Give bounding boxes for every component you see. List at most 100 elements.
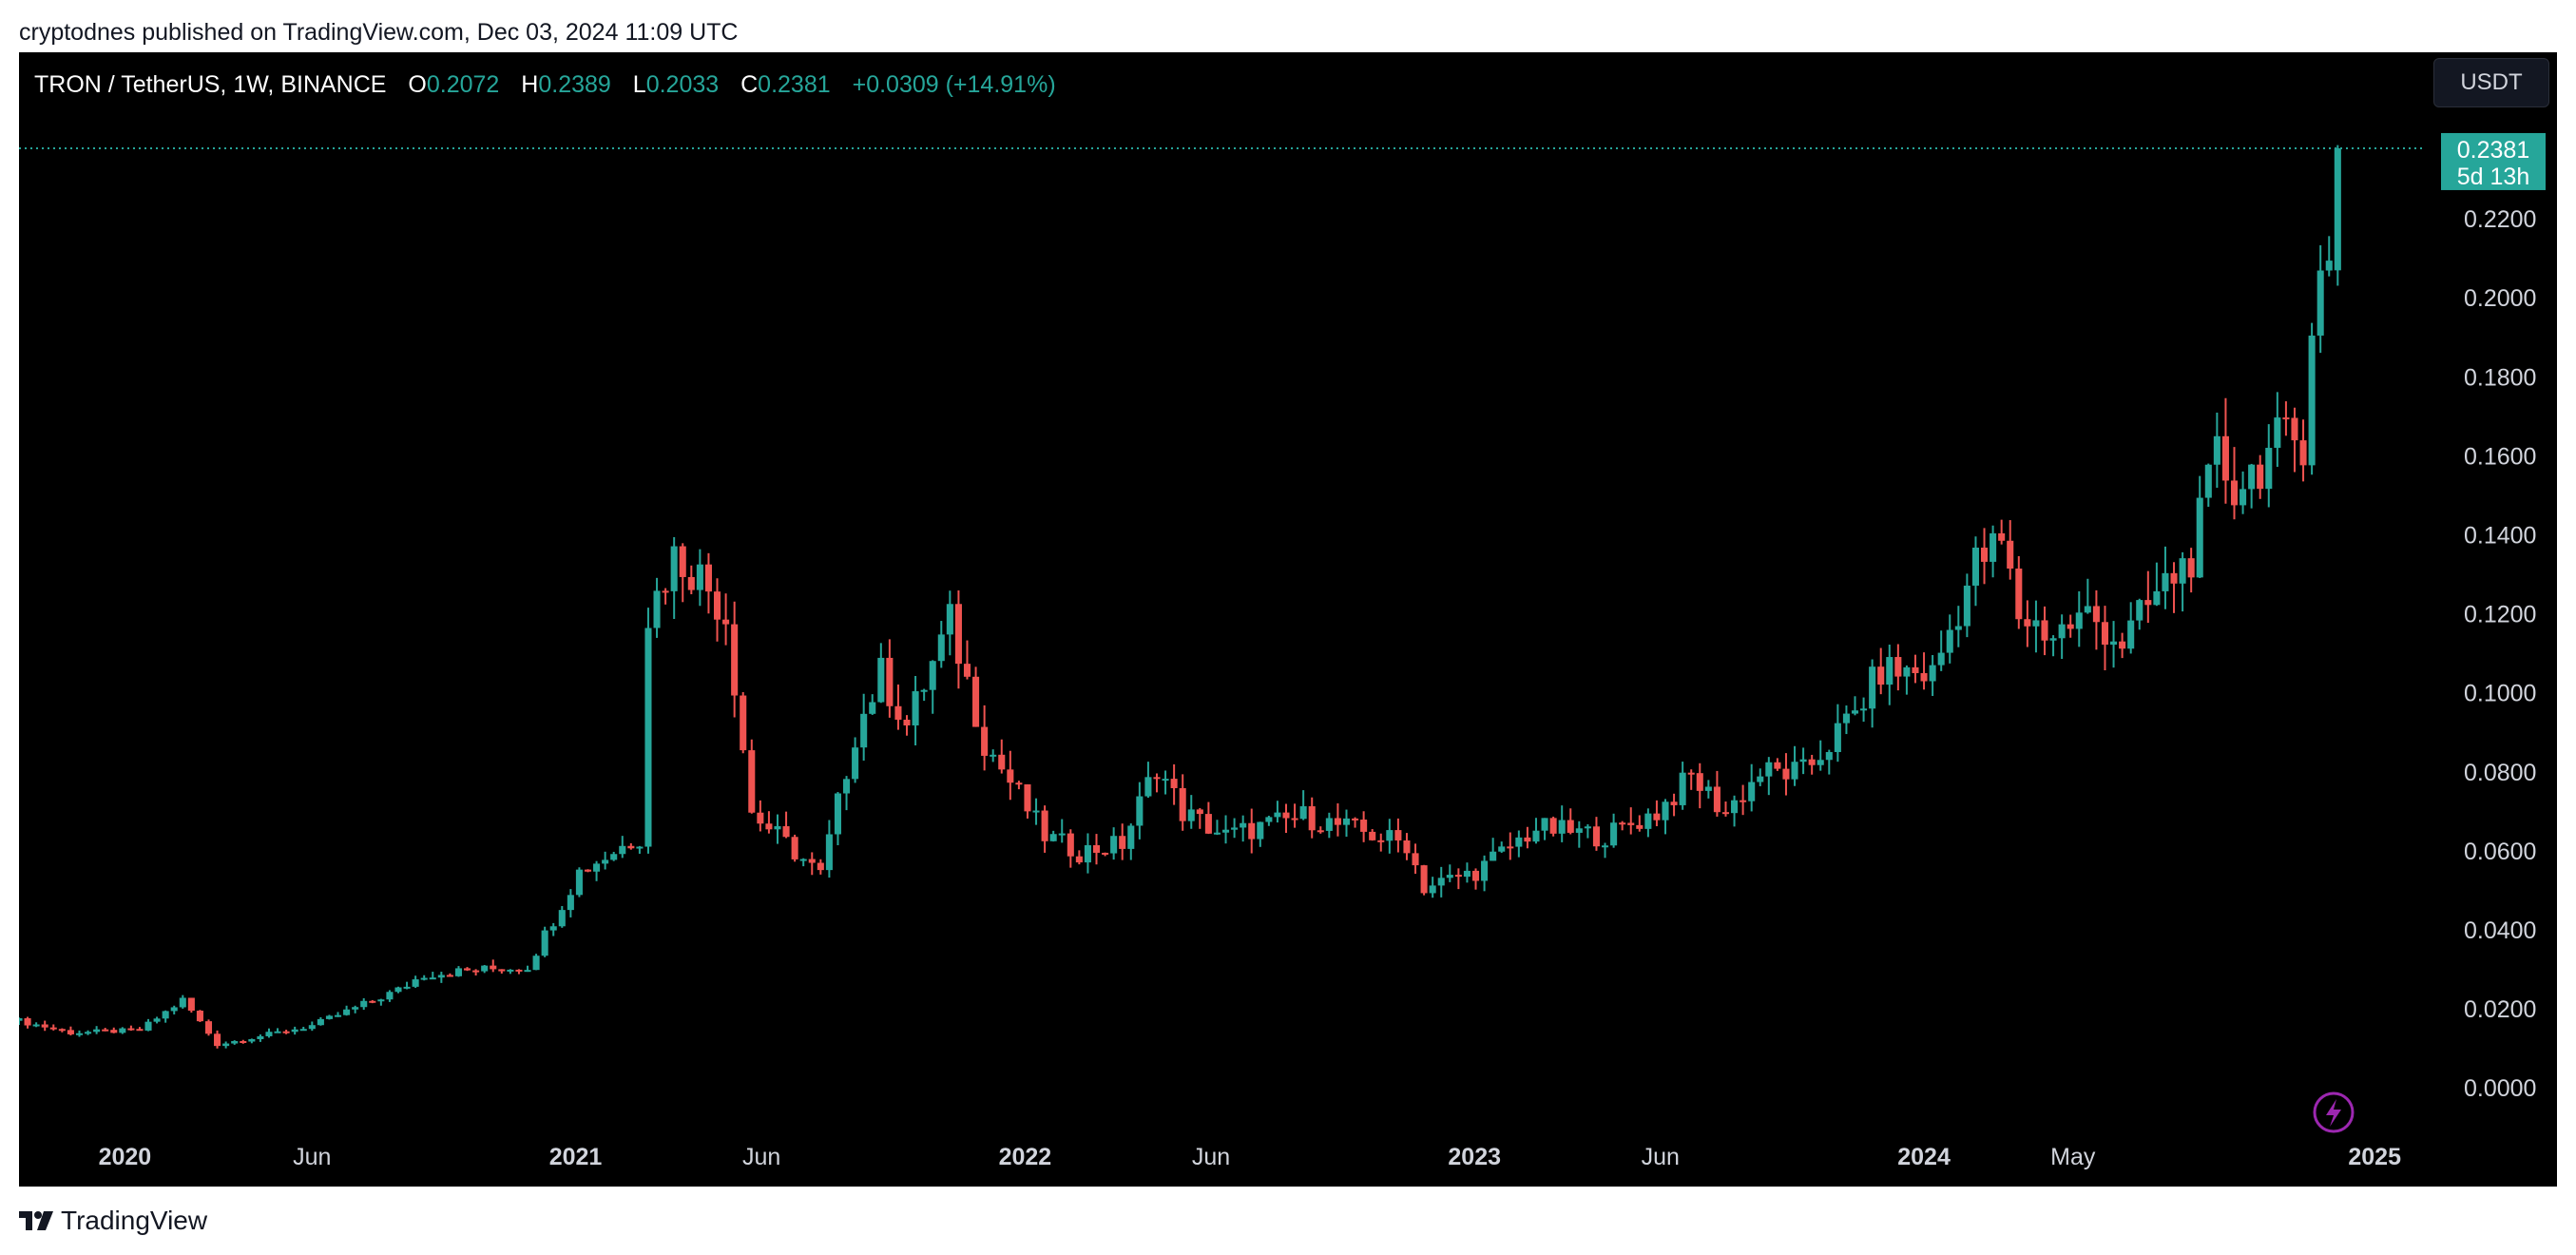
candle-down[interactable]: [204, 1021, 213, 1034]
candle-down[interactable]: [584, 869, 592, 872]
candle-up[interactable]: [825, 834, 833, 871]
candle-up[interactable]: [1558, 820, 1566, 834]
candle-down[interactable]: [1024, 783, 1031, 812]
candle-up[interactable]: [248, 1039, 256, 1042]
candle-up[interactable]: [1058, 833, 1066, 836]
alert-lightning-icon[interactable]: [2313, 1091, 2355, 1133]
candle-down[interactable]: [282, 1031, 290, 1033]
candle-down[interactable]: [1092, 844, 1101, 853]
candle-up[interactable]: [1257, 821, 1264, 840]
candle-down[interactable]: [1740, 800, 1747, 802]
candle-down[interactable]: [196, 1010, 203, 1022]
candle-up[interactable]: [2248, 464, 2256, 490]
candle-up[interactable]: [308, 1025, 316, 1030]
candle-down[interactable]: [1377, 840, 1385, 842]
candle-down[interactable]: [1696, 773, 1703, 791]
candle-down[interactable]: [704, 564, 712, 592]
candle-up[interactable]: [1342, 818, 1351, 825]
candle-down[interactable]: [1248, 822, 1256, 840]
candle-down[interactable]: [765, 823, 773, 830]
candle-down[interactable]: [1998, 532, 2006, 541]
candle-down[interactable]: [472, 970, 480, 973]
candle-up[interactable]: [2179, 558, 2186, 584]
candle-down[interactable]: [2067, 624, 2074, 629]
candle-up[interactable]: [1662, 801, 1669, 821]
candle-up[interactable]: [1541, 818, 1548, 831]
candle-up[interactable]: [1032, 810, 1040, 813]
candle-down[interactable]: [1636, 824, 1644, 829]
candle-down[interactable]: [2291, 417, 2298, 441]
candle-down[interactable]: [1403, 840, 1411, 854]
candle-up[interactable]: [567, 895, 574, 911]
candle-down[interactable]: [2187, 558, 2195, 578]
candle-down[interactable]: [1369, 831, 1376, 840]
candle-down[interactable]: [1627, 822, 1635, 825]
candle-down[interactable]: [1291, 818, 1298, 821]
candle-down[interactable]: [1920, 673, 1928, 682]
candle-down[interactable]: [2101, 622, 2109, 646]
candle-down[interactable]: [1317, 830, 1324, 833]
candle-up[interactable]: [1834, 723, 1841, 753]
candle-up[interactable]: [2265, 448, 2273, 490]
candle-down[interactable]: [1619, 822, 1626, 825]
candle-up[interactable]: [1299, 806, 1307, 820]
candle-up[interactable]: [1610, 822, 1618, 846]
candle-down[interactable]: [1352, 818, 1359, 821]
candle-down[interactable]: [24, 1017, 31, 1026]
candle-up[interactable]: [162, 1011, 169, 1019]
candle-up[interactable]: [1748, 782, 1756, 801]
candle-down[interactable]: [369, 1000, 376, 1003]
candle-down[interactable]: [1420, 865, 1428, 894]
candle-down[interactable]: [963, 664, 971, 677]
candle-down[interactable]: [1687, 772, 1695, 775]
candle-up[interactable]: [1136, 796, 1144, 826]
candle-up[interactable]: [1757, 776, 1764, 782]
candle-down[interactable]: [2119, 641, 2126, 649]
candle-up[interactable]: [1162, 779, 1169, 782]
candle-up[interactable]: [1127, 825, 1135, 849]
candle-down[interactable]: [214, 1033, 221, 1047]
candle-down[interactable]: [886, 657, 894, 706]
candle-down[interactable]: [1782, 768, 1790, 780]
candle-down[interactable]: [791, 837, 798, 859]
candle-up[interactable]: [325, 1015, 333, 1019]
candle-up[interactable]: [1274, 812, 1281, 818]
candle-up[interactable]: [1903, 666, 1911, 677]
candle-down[interactable]: [102, 1029, 109, 1032]
candle-up[interactable]: [1325, 818, 1333, 831]
candle-up[interactable]: [2075, 612, 2083, 629]
candle-down[interactable]: [490, 965, 497, 970]
candle-down[interactable]: [1507, 846, 1514, 849]
candle-down[interactable]: [1170, 779, 1178, 788]
candle-up[interactable]: [2049, 638, 2057, 641]
candle-down[interactable]: [2041, 620, 2048, 641]
candle-down[interactable]: [1075, 856, 1083, 863]
candle-up[interactable]: [937, 634, 945, 662]
candle-down[interactable]: [1471, 870, 1480, 881]
candle-down[interactable]: [1041, 810, 1048, 841]
candle-down[interactable]: [972, 676, 980, 727]
candle-down[interactable]: [1592, 826, 1600, 847]
candle-down[interactable]: [757, 812, 764, 824]
candle-up[interactable]: [912, 691, 919, 726]
candle-up[interactable]: [696, 564, 703, 590]
candle-up[interactable]: [593, 863, 601, 872]
candle-down[interactable]: [1877, 666, 1885, 685]
candle-down[interactable]: [2024, 619, 2031, 627]
candle-down[interactable]: [1670, 801, 1678, 805]
candle-up[interactable]: [1386, 830, 1394, 841]
candle-up[interactable]: [1429, 885, 1436, 894]
candle-down[interactable]: [41, 1024, 48, 1028]
price-chart[interactable]: 0.2200 0.2000 0.1800 0.1600 0.1400 0.1200 0.10…: [19, 52, 2557, 1187]
candle-up[interactable]: [343, 1009, 351, 1015]
candle-up[interactable]: [2274, 417, 2281, 449]
candle-up[interactable]: [1084, 844, 1091, 863]
candle-down[interactable]: [515, 969, 523, 972]
candle-up[interactable]: [1869, 666, 1876, 709]
candle-up[interactable]: [360, 1000, 368, 1008]
candle-up[interactable]: [1704, 786, 1712, 791]
candle-up[interactable]: [610, 854, 618, 860]
candle-down[interactable]: [1015, 782, 1023, 785]
candle-up[interactable]: [877, 657, 885, 703]
candle-up[interactable]: [929, 661, 936, 690]
